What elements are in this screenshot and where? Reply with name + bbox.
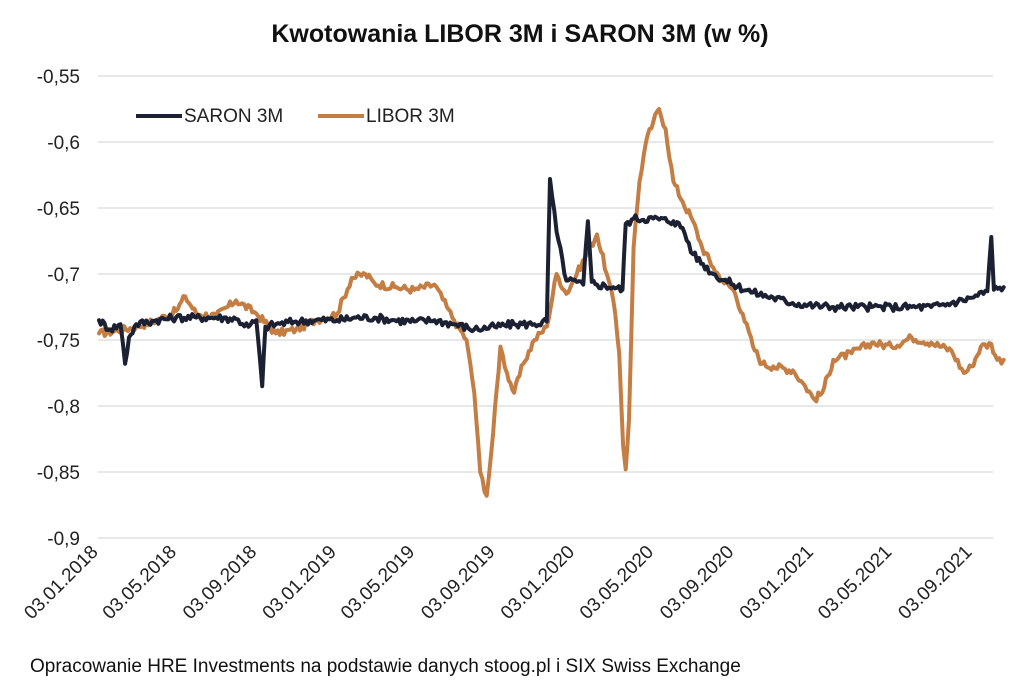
series-line — [97, 107, 1006, 498]
y-tick-label: -0,9 — [47, 529, 80, 550]
x-tick-label: 03.01.2020 — [497, 542, 579, 624]
y-tick-label: -0,55 — [37, 67, 80, 88]
x-tick-label: 03.01.2019 — [259, 542, 341, 624]
y-tick-label: -0,75 — [37, 331, 80, 352]
y-tick-label: -0,85 — [37, 463, 80, 484]
grid-lines — [98, 75, 993, 539]
y-axis-ticks: -0,55 -0,6 -0,65 -0,7 -0,75 -0,8 -0,85 -0,9 — [37, 67, 80, 550]
series-line — [97, 177, 1006, 389]
legend: SARON 3M LIBOR 3M — [136, 106, 455, 127]
legend-label: LIBOR 3M — [366, 106, 455, 127]
y-tick-label: -0,7 — [47, 265, 80, 286]
legend-label: SARON 3M — [184, 106, 283, 127]
x-tick-label: 03.05.2018 — [99, 542, 181, 624]
x-tick-label: 03.05.2019 — [337, 542, 419, 624]
y-tick-label: -0,65 — [37, 199, 80, 220]
y-tick-label: -0,8 — [47, 397, 80, 418]
x-tick-label: 03.09.2021 — [894, 542, 976, 624]
x-tick-label: 03.01.2021 — [736, 542, 818, 624]
x-tick-label: 03.05.2021 — [814, 542, 896, 624]
x-tick-label: 03.01.2018 — [20, 542, 102, 624]
x-tick-label: 03.09.2019 — [417, 542, 499, 624]
x-tick-label: 03.09.2018 — [179, 542, 261, 624]
x-tick-label: 03.09.2020 — [656, 542, 738, 624]
x-tick-label: 03.05.2020 — [576, 542, 658, 624]
y-tick-label: -0,6 — [47, 133, 80, 154]
source-caption: Opracowanie HRE Investments na podstawie… — [30, 656, 741, 677]
chart-title: Kwotowania LIBOR 3M i SARON 3M (w %) — [271, 20, 768, 48]
series-lines — [97, 107, 1006, 498]
x-axis-ticks: 03.01.201803.05.201803.09.201803.01.2019… — [20, 542, 976, 624]
